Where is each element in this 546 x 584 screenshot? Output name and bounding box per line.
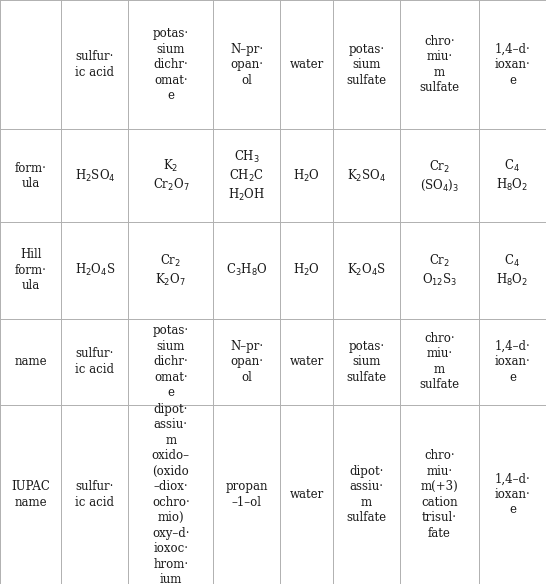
- Text: 1,4–d·
ioxan·
e: 1,4–d· ioxan· e: [495, 472, 530, 516]
- Text: Cr$_2$
O$_{12}$S$_3$: Cr$_2$ O$_{12}$S$_3$: [422, 253, 457, 288]
- Text: chro·
miu·
m
sulfate: chro· miu· m sulfate: [419, 35, 460, 95]
- Text: dipot·
assiu·
m
oxido–
(oxido
–diox·
ochro·
mio)
oxy–d·
ioxoc·
hrom·
ium: dipot· assiu· m oxido– (oxido –diox· och…: [152, 402, 190, 584]
- Text: potas·
sium
dichr·
omat·
e: potas· sium dichr· omat· e: [153, 27, 189, 102]
- Text: K$_2$SO$_4$: K$_2$SO$_4$: [347, 168, 386, 184]
- Text: water: water: [289, 58, 324, 71]
- Text: H$_2$O: H$_2$O: [293, 168, 320, 184]
- Text: chro·
miu·
m
sulfate: chro· miu· m sulfate: [419, 332, 460, 391]
- Text: potas·
sium
sulfate: potas· sium sulfate: [346, 340, 387, 384]
- Text: name: name: [14, 355, 47, 368]
- Text: C$_4$
H$_8$O$_2$: C$_4$ H$_8$O$_2$: [496, 158, 529, 193]
- Text: Cr$_2$
K$_2$O$_7$: Cr$_2$ K$_2$O$_7$: [156, 253, 186, 288]
- Text: chro·
miu·
m(+3)
cation
trisul·
fate: chro· miu· m(+3) cation trisul· fate: [420, 449, 458, 540]
- Text: N–pr·
opan·
ol: N–pr· opan· ol: [230, 340, 263, 384]
- Text: K$_2$
Cr$_2$O$_7$: K$_2$ Cr$_2$O$_7$: [152, 158, 189, 193]
- Text: 1,4–d·
ioxan·
e: 1,4–d· ioxan· e: [495, 340, 530, 384]
- Text: sulfur·
ic acid: sulfur· ic acid: [75, 50, 115, 79]
- Text: potas·
sium
sulfate: potas· sium sulfate: [346, 43, 387, 86]
- Text: H$_2$O$_4$S: H$_2$O$_4$S: [75, 262, 115, 279]
- Text: sulfur·
ic acid: sulfur· ic acid: [75, 480, 115, 509]
- Text: C$_3$H$_8$O: C$_3$H$_8$O: [226, 262, 268, 279]
- Text: K$_2$O$_4$S: K$_2$O$_4$S: [347, 262, 386, 279]
- Text: H$_2$O: H$_2$O: [293, 262, 320, 279]
- Text: form·
ula: form· ula: [15, 162, 46, 190]
- Text: dipot·
assiu·
m
sulfate: dipot· assiu· m sulfate: [346, 465, 387, 524]
- Text: propan
–1–ol: propan –1–ol: [225, 480, 268, 509]
- Text: N–pr·
opan·
ol: N–pr· opan· ol: [230, 43, 263, 86]
- Text: water: water: [289, 488, 324, 501]
- Text: water: water: [289, 355, 324, 368]
- Text: C$_4$
H$_8$O$_2$: C$_4$ H$_8$O$_2$: [496, 253, 529, 288]
- Text: H$_2$SO$_4$: H$_2$SO$_4$: [75, 168, 115, 184]
- Text: CH$_3$
CH$_2$C
H$_2$OH: CH$_3$ CH$_2$C H$_2$OH: [228, 149, 265, 203]
- Text: IUPAC
name: IUPAC name: [11, 480, 50, 509]
- Text: 1,4–d·
ioxan·
e: 1,4–d· ioxan· e: [495, 43, 530, 86]
- Text: potas·
sium
dichr·
omat·
e: potas· sium dichr· omat· e: [153, 324, 189, 399]
- Text: sulfur·
ic acid: sulfur· ic acid: [75, 347, 115, 376]
- Text: Hill
form·
ula: Hill form· ula: [15, 248, 46, 293]
- Text: Cr$_2$
(SO$_4$)$_3$: Cr$_2$ (SO$_4$)$_3$: [420, 159, 459, 193]
